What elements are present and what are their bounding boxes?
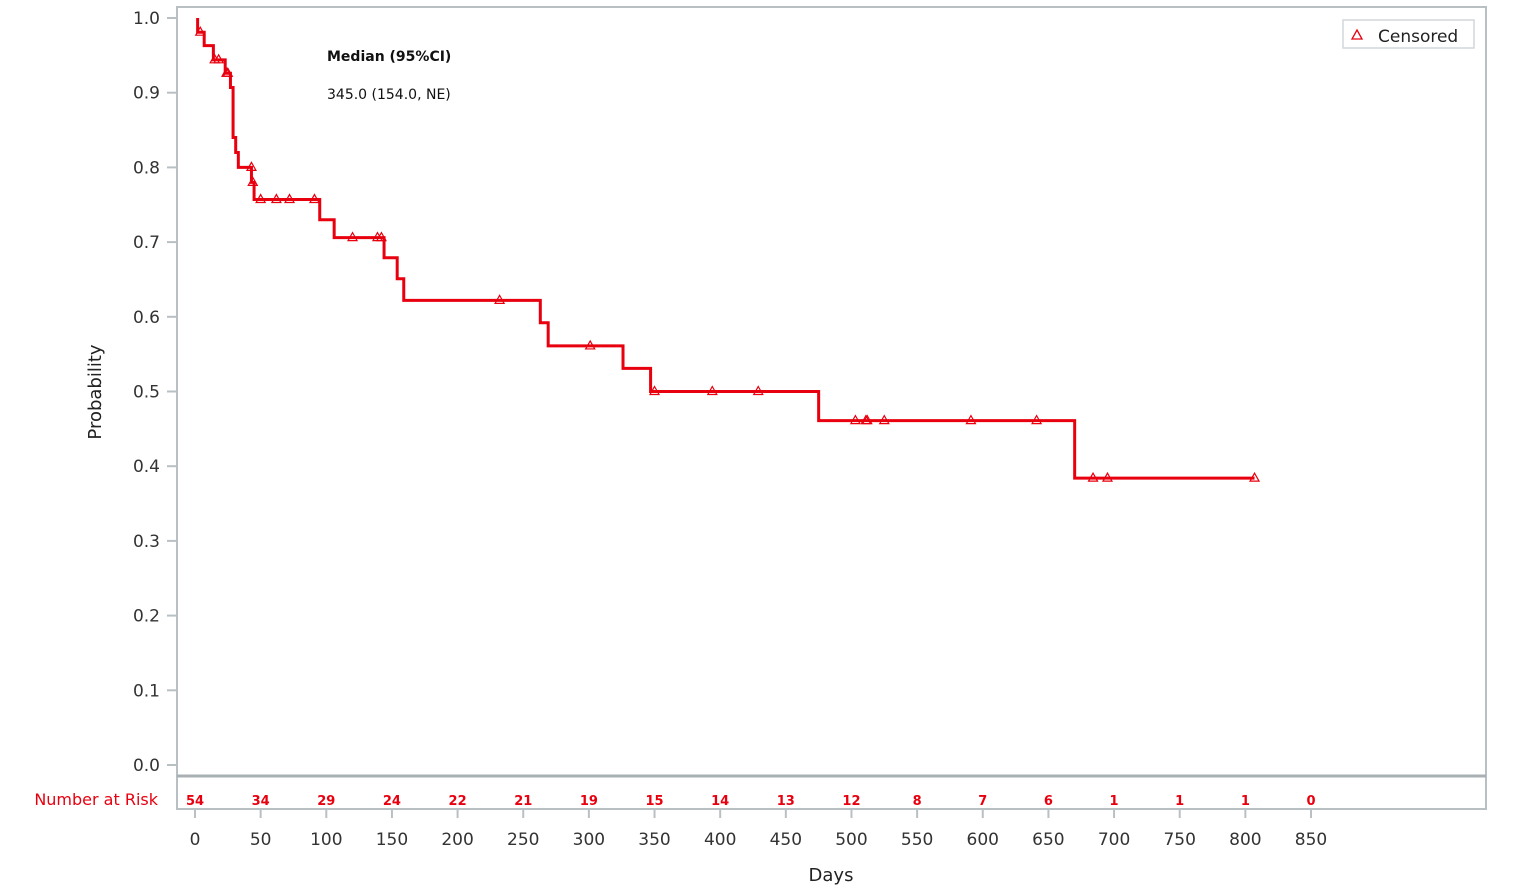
risk-count: 54 [186,794,204,809]
risk-count: 19 [580,794,598,809]
x-tick-label: 600 [967,830,999,850]
y-tick-label: 0.7 [133,233,160,253]
y-axis: 0.0 0.1 0.2 0.3 0.4 0.5 0.6 0.7 0.8 0.9 1.0 [133,9,177,776]
censored-triangle-icon [878,414,890,425]
y-axis-title: Probability [85,344,106,439]
risk-count: 14 [711,794,729,809]
censored-triangle-icon [347,231,359,242]
risk-count: 29 [317,794,335,809]
plot-frame [176,6,1487,777]
censored-triangle-icon [284,193,296,204]
x-tick-label: 400 [704,830,736,850]
risk-count: 0 [1306,794,1315,809]
x-tick-label: 650 [1032,830,1064,850]
x-tick-label: 450 [770,830,802,850]
y-tick-label: 0.1 [133,681,160,701]
x-tick-label: 750 [1163,830,1195,850]
x-tick-label: 800 [1229,830,1261,850]
risk-count: 7 [978,794,987,809]
risk-count: 24 [383,794,401,809]
censored-triangle-icon [861,414,873,425]
x-axis: 0 50 100 150 200 250 300 350 400 450 500 550 600 650 7… [190,809,1327,850]
censored-triangle-icon [375,231,387,242]
legend-box [1342,19,1475,49]
risk-table-frame [176,775,1487,810]
risk-count: 6 [1044,794,1053,809]
risk-count: 8 [913,794,922,809]
y-tick-label: 0.5 [133,383,160,403]
censored-triangle-icon [494,294,506,304]
x-tick-label: 300 [573,830,605,850]
censored-triangle-icon [255,193,267,204]
risk-count: 1 [1175,794,1184,809]
risk-count: 34 [252,794,270,809]
censored-triangle-icon [194,25,206,36]
median-annotation-value: 345.0 (154.0, NE) [327,87,451,103]
risk-count: 1 [1241,794,1250,809]
censored-markers [194,25,1261,482]
x-tick-label: 150 [376,830,408,850]
censored-triangle-icon [308,193,321,204]
risk-count: 13 [777,794,795,809]
censored-triangle-icon [1087,471,1099,482]
y-tick-label: 0.8 [133,158,160,178]
legend-label-censored: Censored [1378,27,1458,47]
x-tick-label: 700 [1098,830,1130,850]
x-tick-label: 0 [190,830,201,850]
risk-count: 12 [842,794,860,809]
censored-triangle-icon [752,385,764,396]
x-tick-label: 550 [901,830,933,850]
y-tick-label: 1.0 [133,9,160,29]
risk-count: 1 [1110,794,1119,809]
risk-table-title: Number at Risk [34,790,158,809]
censored-triangle-icon [247,176,259,186]
censored-triangle-icon [245,161,257,171]
risk-count: 21 [514,794,532,809]
x-tick-label: 250 [507,830,539,850]
number-at-risk-row: 54 34 29 24 22 21 19 15 14 13 12 8 7 6 1 1 1 0 [186,794,1316,809]
y-tick-label: 0.9 [133,84,160,104]
y-tick-label: 0.4 [133,457,160,477]
censored-triangle-icon [270,193,282,204]
censored-triangle-icon [849,414,861,425]
censored-triangle-icon [965,414,977,425]
y-tick-label: 0.2 [133,607,160,627]
x-tick-label: 200 [441,830,473,850]
x-tick-label: 100 [310,830,342,850]
censored-triangle-icon [1031,414,1043,425]
censored-triangle-icon [1249,471,1261,482]
x-tick-label: 350 [638,830,670,850]
censored-triangle-icon [706,385,718,396]
risk-count: 15 [645,794,663,809]
median-annotation-title: Median (95%CI) [327,49,451,65]
censored-triangle-icon [584,339,596,350]
censored-triangle-icon [222,67,234,77]
censored-triangle-icon [213,53,225,64]
x-tick-label: 50 [250,830,272,850]
legend: Censored [1342,19,1475,49]
y-tick-label: 0.0 [133,756,160,776]
risk-count: 22 [449,794,467,809]
censored-triangle-icon [1101,471,1114,482]
censored-triangle-icon [649,385,661,396]
x-tick-label: 500 [835,830,867,850]
censored-triangle-icon [1350,28,1364,40]
y-tick-label: 0.6 [133,308,160,328]
y-tick-label: 0.3 [133,532,160,552]
x-tick-label: 850 [1295,830,1327,850]
x-axis-title: Days [809,865,854,886]
